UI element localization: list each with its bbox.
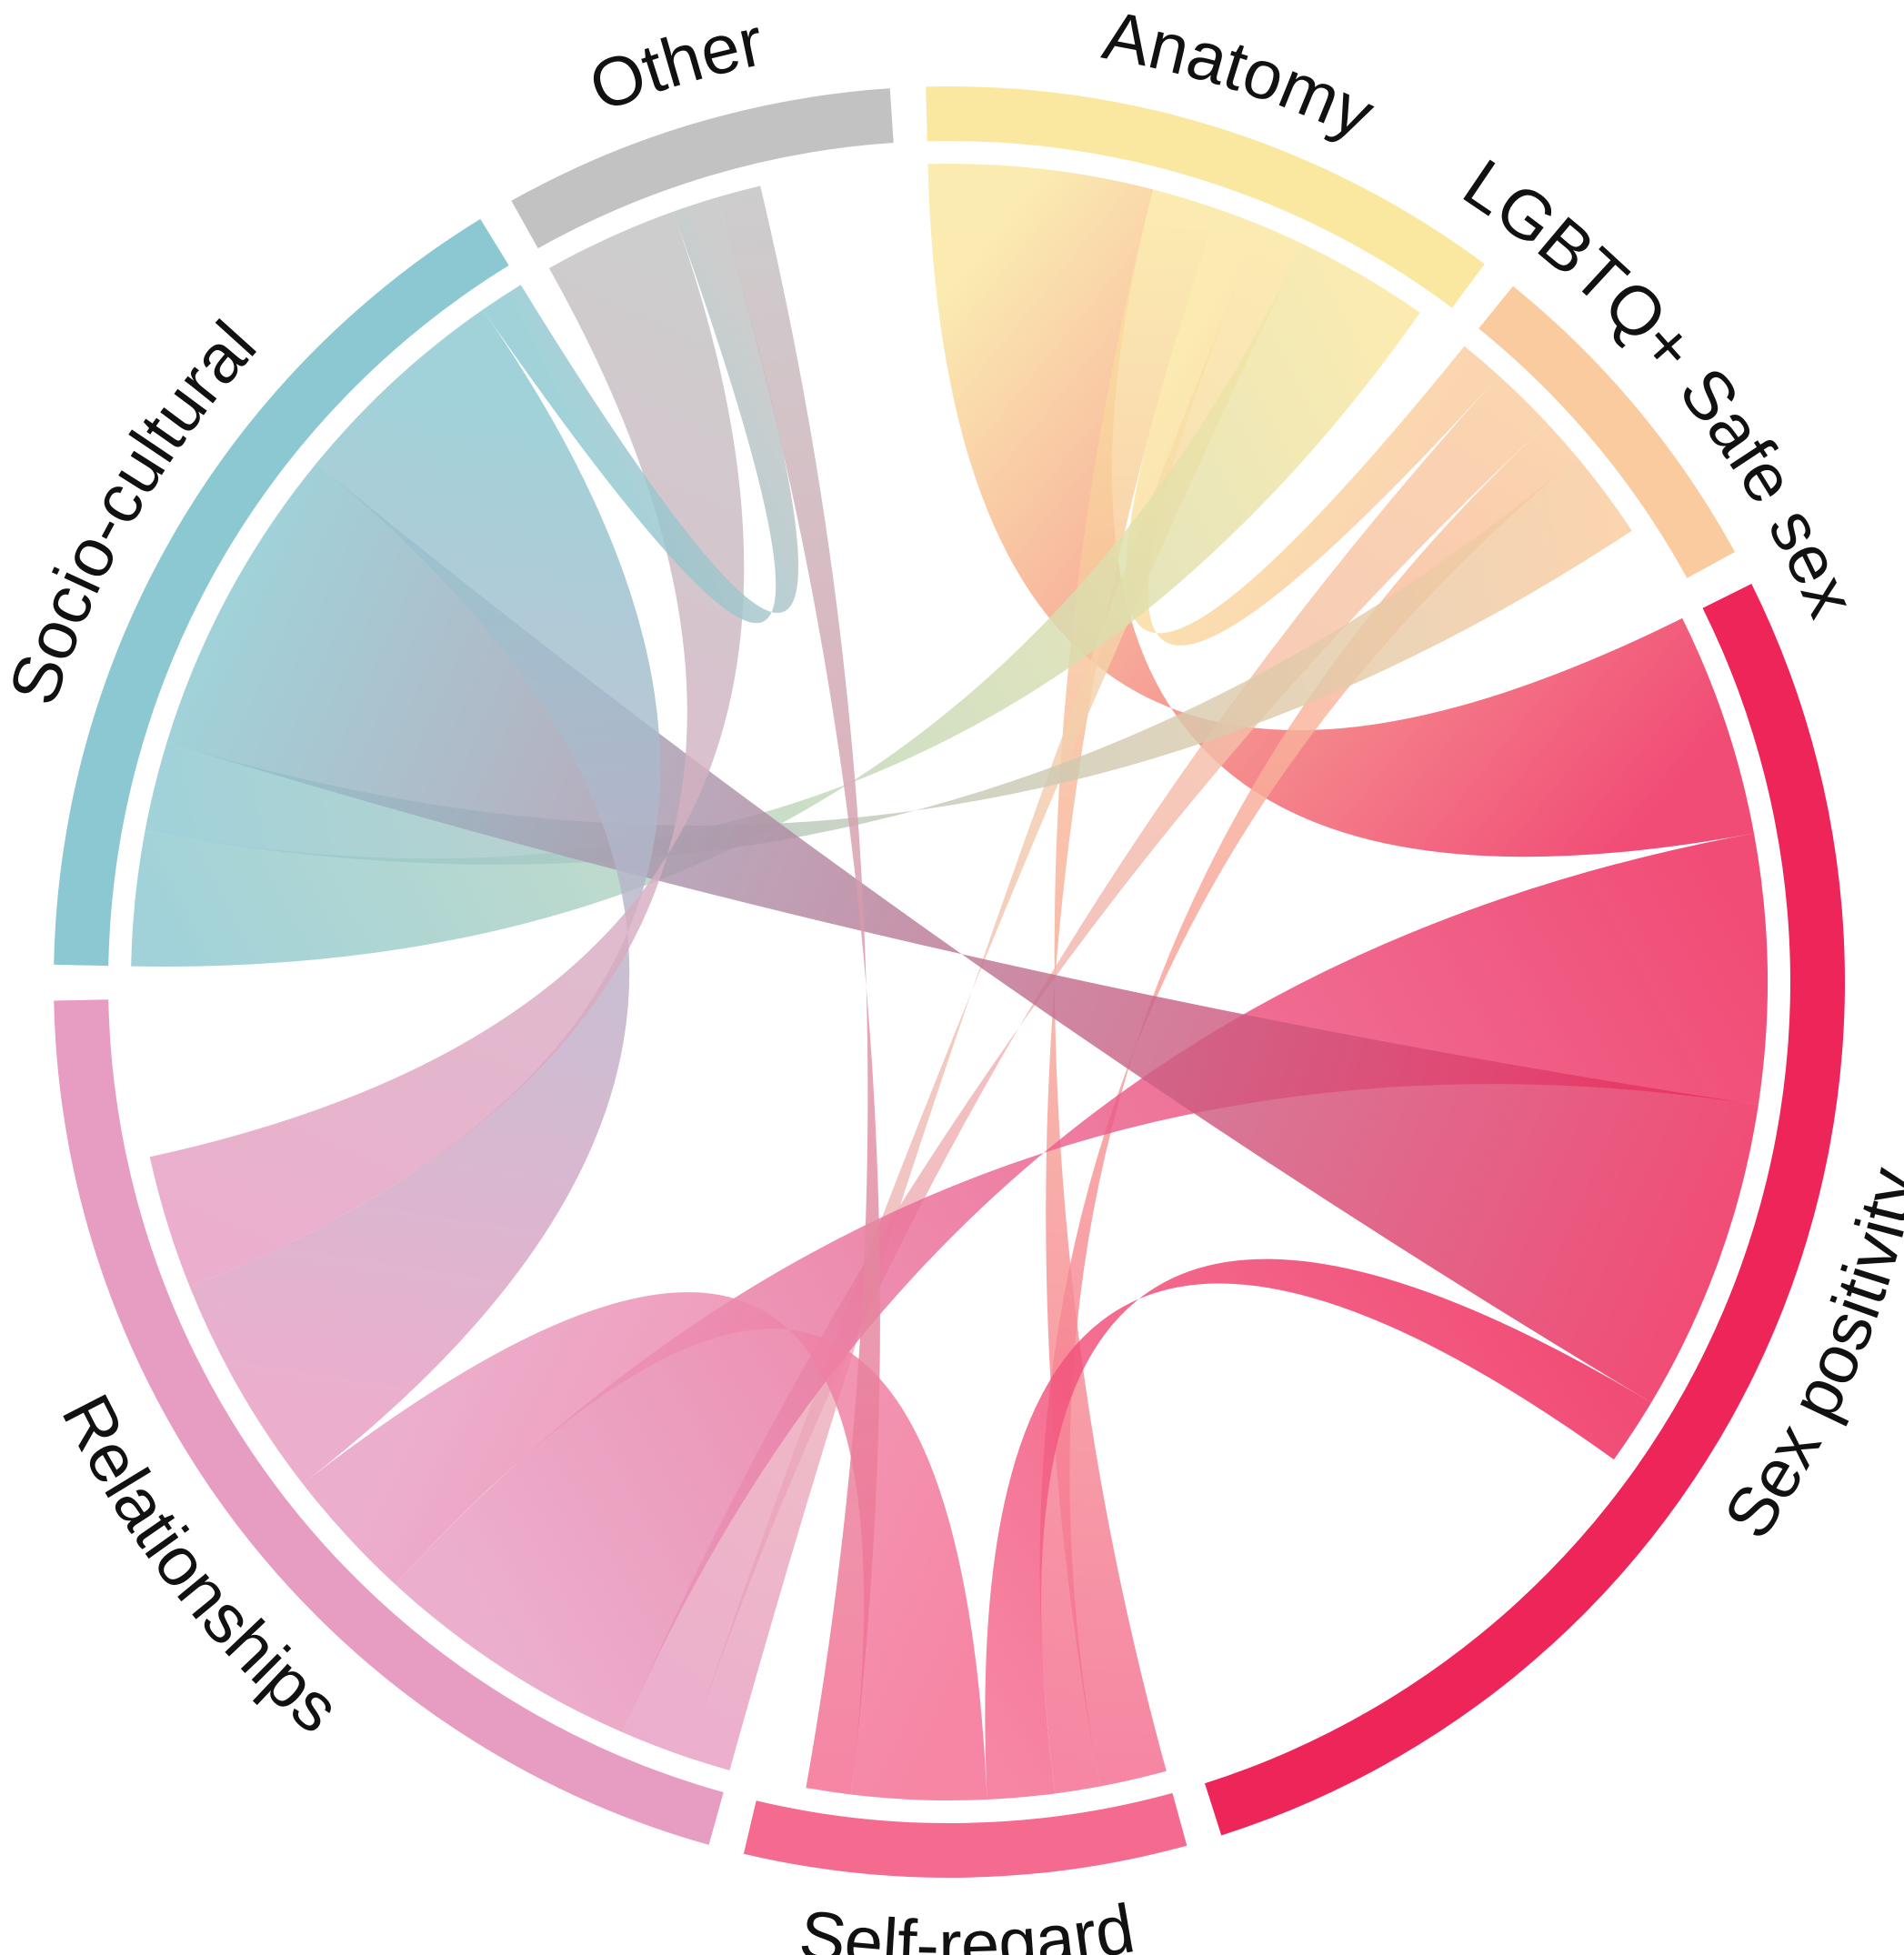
sector-arc-lgbtq-safe-sex xyxy=(1478,286,1735,578)
sector-label-self-regard: Self-regard xyxy=(795,1890,1139,1955)
ribbon-relationships-to-socio-cultural xyxy=(189,309,661,1484)
ribbon-self-regard-to-relationships xyxy=(302,1292,987,1800)
ribbon-other-to-self-regard xyxy=(716,185,880,1795)
sector-arc-self-regard xyxy=(743,1792,1187,1878)
sector-arc-sex-positivity xyxy=(1205,584,1846,1836)
sector-arc-anatomy xyxy=(926,86,1485,308)
ribbon-lgbtq-safe-sex-to-socio-cultural xyxy=(145,457,1632,865)
sector-arc-relationships xyxy=(54,999,724,1845)
ribbon-anatomy-to-lgbtq-safe-sex xyxy=(1126,209,1499,646)
ribbon-relationships-to-other xyxy=(149,211,745,1288)
sector-arc-other xyxy=(511,88,894,249)
sector-arcs xyxy=(54,86,1846,1878)
ribbon-lgbtq-safe-sex-to-relationships xyxy=(622,376,1548,1758)
ribbon-socio-cultural-to-other xyxy=(482,197,799,624)
sector-label-other: Other xyxy=(579,3,769,126)
sector-arc-socio-cultural xyxy=(54,218,509,967)
ribbons-layer xyxy=(131,164,1768,1800)
ribbon-anatomy-to-sex-positivity xyxy=(927,164,1754,857)
